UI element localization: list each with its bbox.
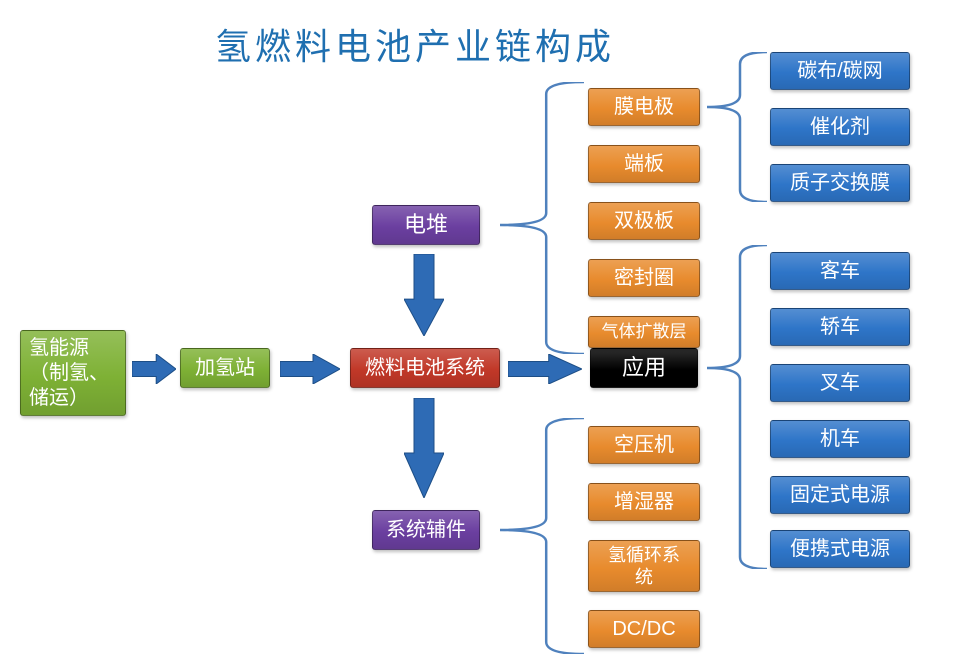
arrow-station-system	[280, 354, 340, 384]
box-h2recirc: 氢循环系统	[588, 540, 700, 592]
box-system: 燃料电池系统	[350, 348, 500, 388]
box-fixedpower: 固定式电源	[770, 476, 910, 514]
box-endplate: 端板	[588, 145, 700, 183]
brace-app-list	[707, 245, 767, 569]
box-car: 轿车	[770, 308, 910, 346]
arrow-system-aux	[404, 398, 444, 498]
brace-aux-parts	[500, 418, 584, 654]
box-seal: 密封圈	[588, 259, 700, 297]
box-comp: 空压机	[588, 426, 700, 464]
box-bipolar: 双极板	[588, 202, 700, 240]
box-portable: 便携式电源	[770, 530, 910, 568]
box-aux: 系统辅件	[372, 510, 480, 550]
box-carboncloth: 碳布/碳网	[770, 52, 910, 90]
box-humid: 增湿器	[588, 483, 700, 521]
brace-stack-parts	[500, 82, 584, 354]
box-forklift: 叉车	[770, 364, 910, 402]
diagram-title: 氢燃料电池产业链构成	[215, 18, 615, 70]
diagram-canvas: { "title": { "text": "氢燃料电池产业链构成", "colo…	[0, 0, 958, 670]
box-source: 氢能源（制氢、储运）	[20, 330, 126, 416]
box-stack: 电堆	[372, 205, 480, 245]
box-locomotive: 机车	[770, 420, 910, 458]
box-gdl: 气体扩散层	[588, 316, 700, 348]
box-dcdc: DC/DC	[588, 610, 700, 648]
arrow-system-app	[508, 354, 582, 384]
brace-mea-mats	[707, 52, 767, 202]
box-app: 应用	[590, 348, 698, 388]
box-pem: 质子交换膜	[770, 164, 910, 202]
box-catalyst: 催化剂	[770, 108, 910, 146]
box-bus: 客车	[770, 252, 910, 290]
box-mea: 膜电极	[588, 88, 700, 126]
arrow-source-station	[132, 354, 176, 384]
box-station: 加氢站	[180, 348, 270, 388]
arrow-stack-system	[404, 254, 444, 336]
